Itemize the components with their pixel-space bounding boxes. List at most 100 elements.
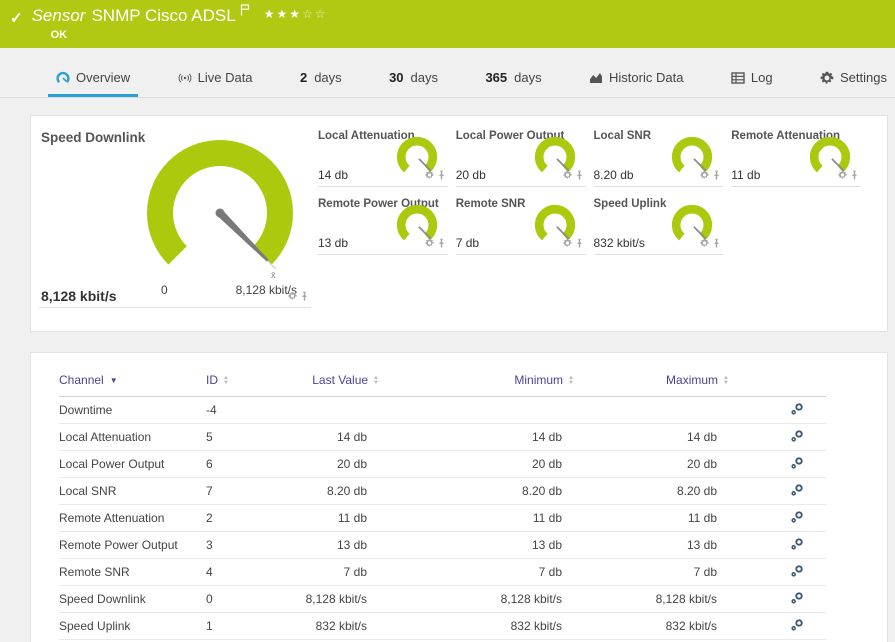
gauge-dial [672,136,713,173]
gear-icon[interactable] [838,167,847,185]
star-filled-icon[interactable]: ★ [276,7,290,21]
pin-icon[interactable] [712,235,721,253]
gear-icon[interactable] [562,167,572,185]
channel-settings-icon[interactable] [790,564,804,578]
channel-minimum: 8,128 kbit/s [500,592,562,606]
channel-settings-icon[interactable] [790,456,804,470]
channel-maximum: 20 db [686,457,717,471]
pin-icon[interactable] [437,167,446,185]
gauge-value: 11 db [731,168,761,182]
channel-settings-icon[interactable] [790,618,804,632]
tab-live-data[interactable]: Live Data [170,70,261,97]
gear-icon[interactable] [425,167,434,185]
gauge-dial [534,204,575,241]
channel-settings-icon[interactable] [790,591,804,605]
star-filled-icon[interactable]: ★ [263,7,277,21]
pin-icon[interactable] [300,288,309,306]
channel-minimum [381,397,576,424]
channel-settings-icon[interactable] [790,510,804,524]
pin-icon[interactable] [850,167,859,185]
channel-row-speed-downlink[interactable]: Speed Downlink 0 8,128 kbit/s 8,128 kbit/s 8… [59,586,826,613]
channel-row-local-attenuation[interactable]: Local Attenuation 5 14 db 14 db 14 db [59,424,826,451]
channel-maximum: 11 db [687,511,717,525]
pin-icon[interactable] [712,167,721,185]
gauge-dial [534,136,575,173]
channel-last-value: 13 db [336,538,367,552]
tab-log[interactable]: Log [723,70,781,97]
star-filled-icon[interactable]: ★ [289,7,302,21]
channel-id: -4 [206,403,217,417]
main-gauge-actions [288,288,309,306]
column-label: Minimum [514,373,564,387]
tab-label: Overview [76,70,131,85]
channel-last-value: 14 db [336,430,367,444]
log-icon [731,71,745,85]
channels-table: Channel ▼ ID ▲ ▼ Last Value ▲ ▼ Minimum ▲ ▼ Maximum… [59,371,826,640]
channel-settings-icon[interactable] [790,537,804,551]
tab-2-days[interactable]: 2 days [292,70,350,97]
priority-stars[interactable]: ★★★☆☆ [264,5,328,24]
gear-icon[interactable] [425,235,434,253]
channel-row-downtime[interactable]: Downtime -4 [59,397,826,424]
column-header-maximum[interactable]: Maximum ▲ ▼ [576,371,731,397]
gear-icon[interactable] [288,288,297,306]
column-header-channel[interactable]: Channel ▼ [59,371,206,397]
channel-row-local-power-output[interactable]: Local Power Output 6 20 db 20 db 20 db [59,451,826,478]
column-header-minimum[interactable]: Minimum ▲ ▼ [381,371,576,397]
column-label: ID [206,373,218,387]
channel-row-local-snr[interactable]: Local SNR 7 8.20 db 8.20 db 8.20 db [59,478,826,505]
pin-icon[interactable] [437,235,446,253]
channel-name: Downtime [59,403,113,417]
star-empty-icon[interactable]: ☆ [301,7,315,21]
channel-settings-icon[interactable] [790,429,804,443]
tab-overview[interactable]: Overview [48,70,139,97]
channel-minimum: 11 db [532,511,562,525]
gauge-tile-remote-attenuation: Remote Attenuation 11 db [731,127,861,187]
gear-icon [820,71,834,85]
tab-label: days [314,70,342,85]
channel-row-remote-attenuation[interactable]: Remote Attenuation 2 11 db 11 db 11 db [59,505,826,532]
sort-both-icon: ▲ ▼ [723,374,729,386]
channel-name: Local Attenuation [59,430,152,444]
gear-icon[interactable] [700,235,709,253]
channel-name: Speed Uplink [59,619,131,633]
tab-historic-data[interactable]: Historic Data [581,70,691,97]
channel-settings-icon[interactable] [790,402,804,416]
channel-maximum: 7 db [693,565,717,579]
pin-icon[interactable] [575,235,584,253]
channel-row-speed-uplink[interactable]: Speed Uplink 1 832 kbit/s 832 kbit/s 832 kbi… [59,613,826,640]
channel-maximum [576,397,731,424]
gauge-dial [396,136,437,173]
gauge-scale-min: 0 [161,283,168,297]
tab-label: Historic Data [609,70,684,85]
gauge-actions [700,167,721,185]
tab-settings[interactable]: Settings [812,70,895,97]
sort-both-icon: ▲ ▼ [568,374,574,386]
channels-panel: Channel ▼ ID ▲ ▼ Last Value ▲ ▼ Minimum ▲ ▼ Maximum… [30,352,888,642]
channel-row-remote-power-output[interactable]: Remote Power Output 3 13 db 13 db 13 db [59,532,826,559]
pin-icon[interactable] [575,167,584,185]
channel-row-remote-snr[interactable]: Remote SNR 4 7 db 7 db 7 db [59,559,826,586]
channel-last-value: 832 kbit/s [315,619,367,633]
column-header-last-value[interactable]: Last Value ▲ ▼ [296,371,381,397]
gauge-title: Local Attenuation [318,130,415,142]
tab-365-days[interactable]: 365 days [477,70,549,97]
column-header-id[interactable]: ID ▲ ▼ [206,371,296,397]
tab-bar: Overview Live Data 2 days 30 days 365 days Histo… [0,48,895,98]
flag-icon[interactable] [240,4,250,16]
tab-label: Log [750,70,773,85]
channel-minimum: 832 kbit/s [510,619,562,633]
gear-icon[interactable] [700,167,709,185]
channel-maximum: 832 kbit/s [665,619,717,633]
column-label: Channel [59,373,104,387]
gauge-dial [672,204,713,241]
gauge-value: 832 kbit/s [593,236,645,250]
tab-30-days[interactable]: 30 days [381,70,446,97]
channel-settings-icon[interactable] [790,483,804,497]
gear-icon[interactable] [562,235,572,253]
channel-last-value: 8.20 db [326,484,367,498]
tab-label: Live Data [197,70,253,85]
star-empty-icon[interactable]: ☆ [314,7,328,21]
channel-id: 7 [206,484,213,498]
gauge-tile-remote-power-output: Remote Power Output 13 db [318,195,448,255]
